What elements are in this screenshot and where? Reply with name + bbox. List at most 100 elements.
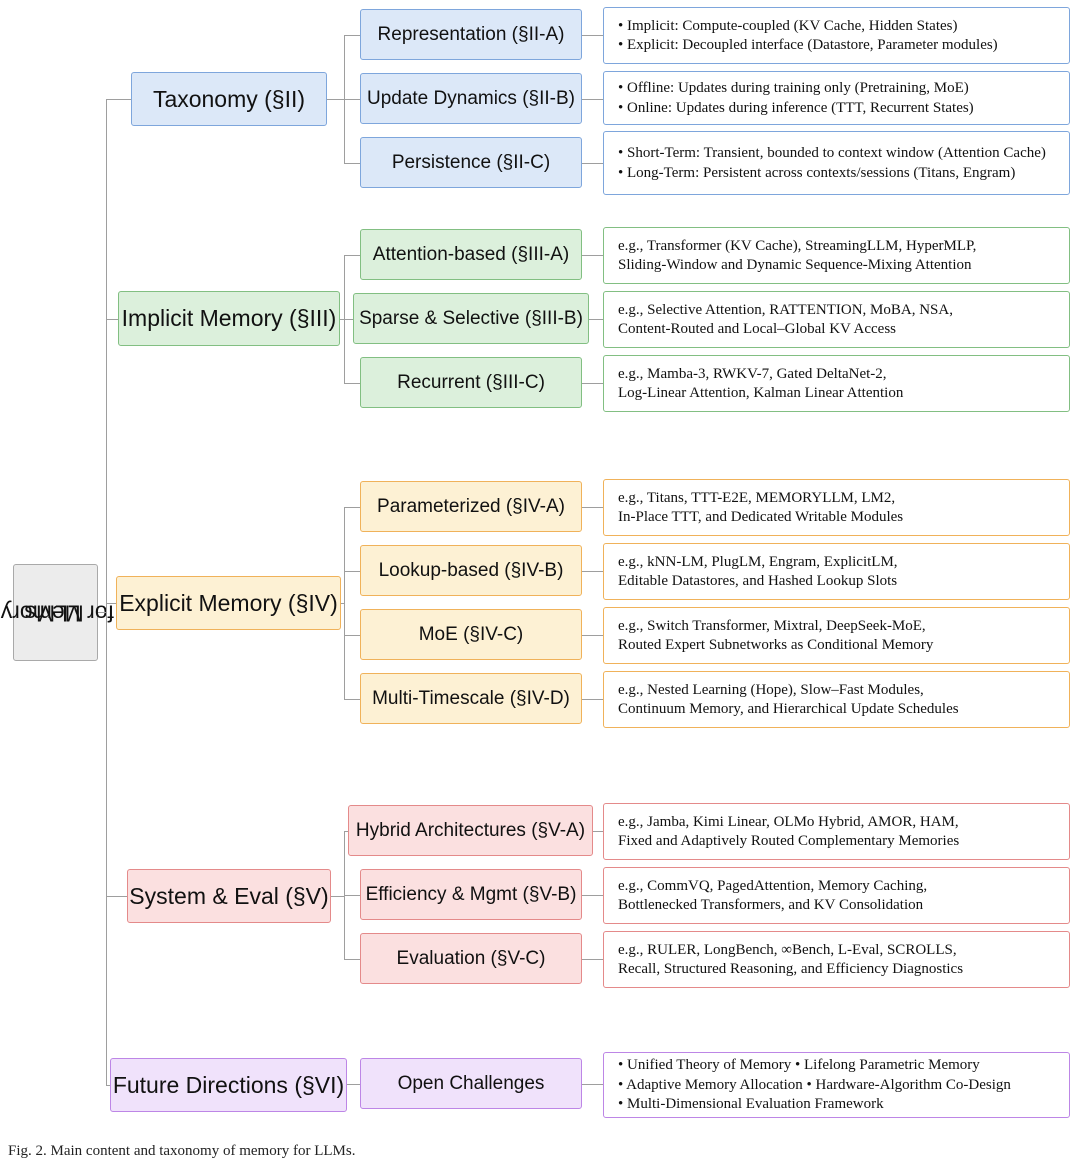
detail-line: Continuum Memory, and Hierarchical Updat… [618, 701, 959, 717]
root-node: Memory for LLMs [0, 564, 114, 661]
detail-line: Bottlenecked Transformers, and KV Consol… [618, 897, 924, 913]
detail-line: • Adaptive Memory Allocation • Hardware-… [618, 1076, 1011, 1093]
section-to-spine-connector [341, 603, 344, 605]
detail-line: Sliding-Window and Dynamic Sequence-Mixi… [618, 257, 972, 273]
subsection-node: Hybrid Architectures (§V-A) [348, 805, 593, 856]
subsection-connector [344, 958, 360, 960]
subsection-connector [344, 98, 360, 100]
subsection-connector [344, 634, 360, 636]
detail-line: Fixed and Adaptively Routed Complementar… [618, 833, 960, 849]
subsection-connector [344, 830, 348, 832]
subsection-node: Attention-based (§III-A) [360, 229, 582, 280]
section-to-spine-connector [340, 318, 344, 320]
leaf-connector [582, 634, 603, 636]
subsection-connector [344, 506, 360, 508]
root-spine [106, 99, 108, 1085]
detail-box: e.g., kNN-LM, PlugLM, Engram, ExplicitLM… [603, 543, 1070, 600]
subsection-node: Efficiency & Mgmt (§V-B) [360, 869, 582, 920]
leaf-connector [582, 506, 603, 508]
detail-line: e.g., Nested Learning (Hope), Slow–Fast … [618, 681, 924, 698]
figure-caption: Fig. 2. Main content and taxonomy of mem… [8, 1143, 356, 1159]
root-label: Memory for LLMs [0, 568, 113, 657]
detail-line: e.g., Titans, TTT-E2E, MEMORYLLM, LM2, [618, 489, 896, 506]
subsection-node: Multi-Timescale (§IV-D) [360, 673, 582, 724]
leaf-connector [582, 570, 603, 572]
detail-box: e.g., Switch Transformer, Mixtral, DeepS… [603, 607, 1070, 664]
section-connector [106, 1085, 110, 1087]
detail-line: e.g., Jamba, Kimi Linear, OLMo Hybrid, A… [618, 813, 959, 830]
section-connector [106, 318, 118, 320]
detail-box: • Unified Theory of Memory • Lifelong Pa… [603, 1052, 1070, 1118]
section-to-spine-connector [331, 896, 344, 898]
detail-box: e.g., Transformer (KV Cache), StreamingL… [603, 227, 1070, 284]
root-connector [98, 612, 107, 614]
detail-line: e.g., RULER, LongBench, ∞Bench, L-Eval, … [618, 941, 957, 958]
detail-box: • Implicit: Compute-coupled (KV Cache, H… [603, 7, 1070, 64]
subsection-node: Representation (§II-A) [360, 9, 582, 60]
section-connector [106, 603, 116, 605]
subsection-connector [344, 570, 360, 572]
section-node: System & Eval (§V) [127, 869, 331, 923]
subsection-node: Lookup-based (§IV-B) [360, 545, 582, 596]
detail-line: • Multi-Dimensional Evaluation Framework [618, 1096, 884, 1113]
subsection-connector [344, 162, 360, 164]
detail-box: e.g., Selective Attention, RATTENTION, M… [603, 291, 1070, 348]
detail-box: • Short-Term: Transient, bounded to cont… [603, 131, 1070, 195]
subsection-node: Update Dynamics (§II-B) [360, 73, 582, 124]
subsection-node: MoE (§IV-C) [360, 609, 582, 660]
section-node: Future Directions (§VI) [110, 1058, 347, 1112]
subsection-connector [344, 318, 353, 320]
detail-line: Routed Expert Subnetworks as Conditional… [618, 637, 934, 653]
detail-line: Recall, Structured Reasoning, and Effici… [618, 961, 964, 977]
detail-box: e.g., CommVQ, PagedAttention, Memory Cac… [603, 867, 1070, 924]
subsection-connector [344, 698, 360, 700]
leaf-connector [582, 1083, 603, 1085]
subsection-spine [344, 506, 346, 699]
detail-line: In-Place TTT, and Dedicated Writable Mod… [618, 509, 904, 525]
detail-line: • Implicit: Compute-coupled (KV Cache, H… [618, 17, 958, 34]
subsection-node: Recurrent (§III-C) [360, 357, 582, 408]
leaf-connector [582, 254, 603, 256]
detail-line: Content-Routed and Local–Global KV Acces… [618, 321, 896, 337]
leaf-connector [582, 382, 603, 384]
leaf-connector [593, 830, 603, 832]
subsection-connector [344, 382, 360, 384]
detail-line: • Offline: Updates during training only … [618, 80, 969, 96]
detail-line: • Online: Updates during inference (TTT,… [618, 99, 974, 116]
subsection-connector [344, 894, 360, 896]
subsection-node: Sparse & Selective (§III-B) [353, 293, 589, 344]
section-node: Explicit Memory (§IV) [116, 576, 341, 630]
section-node: Implicit Memory (§III) [118, 291, 340, 346]
leaf-connector [589, 318, 603, 320]
leaf-connector [582, 698, 603, 700]
leaf-connector [582, 34, 603, 36]
detail-line: e.g., kNN-LM, PlugLM, Engram, ExplicitLM… [618, 553, 898, 570]
section-connector [106, 99, 131, 101]
detail-box: e.g., Jamba, Kimi Linear, OLMo Hybrid, A… [603, 803, 1070, 860]
detail-line: • Short-Term: Transient, bounded to cont… [618, 145, 1046, 161]
detail-box: e.g., Mamba-3, RWKV-7, Gated DeltaNet-2,… [603, 355, 1070, 412]
detail-line: e.g., Mamba-3, RWKV-7, Gated DeltaNet-2, [618, 365, 887, 382]
detail-line: • Long-Term: Persistent across contexts/… [618, 164, 1016, 181]
leaf-connector [582, 958, 603, 960]
subsection-node: Open Challenges [360, 1058, 582, 1109]
leaf-connector [582, 98, 603, 100]
detail-line: Editable Datastores, and Hashed Lookup S… [618, 573, 898, 589]
leaf-connector [582, 162, 603, 164]
detail-line: e.g., Selective Attention, RATTENTION, M… [618, 301, 953, 318]
detail-box: e.g., RULER, LongBench, ∞Bench, L-Eval, … [603, 931, 1070, 988]
subsection-connector [347, 1083, 360, 1085]
section-connector [106, 896, 127, 898]
detail-line: e.g., Transformer (KV Cache), StreamingL… [618, 237, 977, 254]
detail-line: Log-Linear Attention, Kalman Linear Atte… [618, 385, 904, 401]
section-node: Taxonomy (§II) [131, 72, 327, 126]
detail-line: • Unified Theory of Memory • Lifelong Pa… [618, 1057, 980, 1074]
detail-box: e.g., Nested Learning (Hope), Slow–Fast … [603, 671, 1070, 728]
subsection-connector [344, 34, 360, 36]
detail-line: e.g., Switch Transformer, Mixtral, DeepS… [618, 617, 926, 634]
detail-box: • Offline: Updates during training only … [603, 71, 1070, 125]
detail-box: e.g., Titans, TTT-E2E, MEMORYLLM, LM2, In… [603, 479, 1070, 536]
subsection-node: Persistence (§II-C) [360, 137, 582, 188]
subsection-node: Parameterized (§IV-A) [360, 481, 582, 532]
